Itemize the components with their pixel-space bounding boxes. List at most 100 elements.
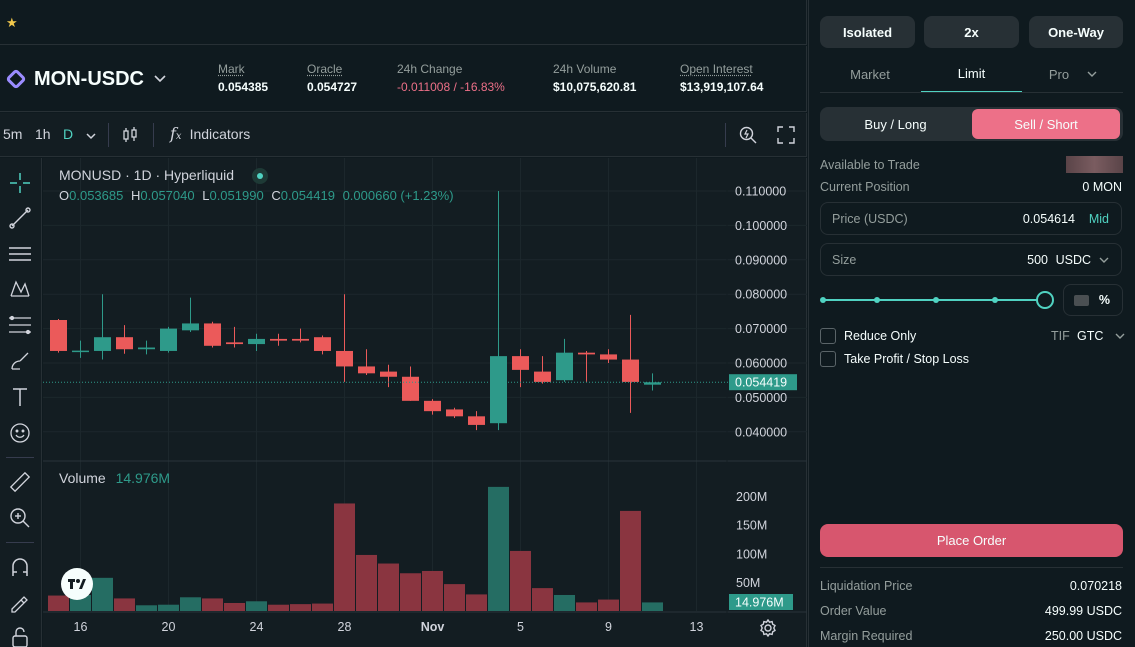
pattern-icon[interactable] xyxy=(8,277,32,301)
available-to-trade-label: Available to Trade xyxy=(820,158,920,172)
chevron-down-icon xyxy=(154,72,166,86)
stat-mark: Mark 0.054385 xyxy=(218,62,269,94)
tab-market[interactable]: Market xyxy=(850,66,890,82)
candle-body xyxy=(644,382,661,385)
volume-bar xyxy=(158,604,179,611)
volume-bar xyxy=(224,602,245,611)
tool-divider xyxy=(6,457,34,458)
price-tick-label: 0.100000 xyxy=(735,219,787,233)
crosshair-icon[interactable] xyxy=(8,171,32,195)
tif-label: TIF xyxy=(1051,329,1070,343)
time-tick-label: 9 xyxy=(605,620,612,634)
size-unit-select[interactable]: USDC xyxy=(1056,253,1109,267)
fullscreen-icon[interactable] xyxy=(777,126,795,147)
function-icon: fx xyxy=(170,124,182,143)
ruler-icon[interactable] xyxy=(8,470,32,494)
candle-body xyxy=(248,338,265,345)
candle-body xyxy=(292,338,309,341)
price-tick-label: 0.080000 xyxy=(735,288,787,302)
interval-dropdown-chevron-icon[interactable] xyxy=(86,129,96,143)
trend-line-icon[interactable] xyxy=(8,206,32,230)
size-slider[interactable] xyxy=(820,290,1054,310)
slider-handle[interactable] xyxy=(1036,291,1054,309)
tpsl-label: Take Profit / Stop Loss xyxy=(844,352,970,366)
volume-bar xyxy=(378,563,399,611)
market-selector[interactable]: MON-USDC xyxy=(6,66,166,92)
volume-bar xyxy=(136,605,157,611)
volume-bar xyxy=(356,554,377,611)
price-tick-label: 0.110000 xyxy=(735,185,786,199)
tool-divider xyxy=(6,542,34,543)
indicators-button[interactable]: fx Indicators xyxy=(170,124,251,143)
interval-d[interactable]: D xyxy=(63,126,74,142)
favorites-bar: ★ xyxy=(0,0,807,45)
toolbar-divider xyxy=(725,123,726,147)
time-tick-label: Nov xyxy=(421,620,445,634)
price-input[interactable]: 0.054614 xyxy=(1022,212,1075,226)
draw-lock-icon[interactable] xyxy=(8,591,32,615)
candle-type-icon[interactable] xyxy=(121,126,139,147)
sell-short-button[interactable]: Sell / Short xyxy=(972,109,1120,139)
volume-bar xyxy=(114,598,135,611)
time-tick-label: 20 xyxy=(162,620,176,634)
mid-price-button[interactable]: Mid xyxy=(1088,212,1109,226)
stat-open-interest: Open Interest $13,919,107.64 xyxy=(680,62,764,94)
volume-legend: Volume 14.976M xyxy=(59,470,171,486)
volume-bar xyxy=(466,594,487,611)
quick-search-icon[interactable] xyxy=(738,125,758,148)
chart-toolbar: 5m 1h D fx Indicators xyxy=(0,113,807,157)
buy-long-button[interactable]: Buy / Long xyxy=(864,116,927,132)
tif-select[interactable]: GTC xyxy=(1077,329,1125,343)
lock-icon[interactable] xyxy=(8,625,32,647)
horizontal-lines-icon[interactable] xyxy=(8,242,32,266)
margin-mode-button[interactable]: Isolated xyxy=(820,16,915,48)
volume-bar xyxy=(620,510,641,611)
leverage-button[interactable]: 2x xyxy=(924,16,1019,48)
candle-body xyxy=(556,352,573,381)
emoji-icon[interactable] xyxy=(8,421,32,445)
chart-area[interactable]: 0.110000 0.100000 0.090000 0.080000 0.070000… xyxy=(43,158,807,647)
margin-required-label: Margin Required xyxy=(820,629,913,643)
tab-pro[interactable]: Pro xyxy=(1023,56,1123,92)
candle-body xyxy=(512,356,529,370)
price-tick-label: 0.060000 xyxy=(735,357,787,371)
tab-limit[interactable]: Limit xyxy=(921,56,1022,92)
star-icon[interactable]: ★ xyxy=(6,15,18,30)
interval-5m[interactable]: 5m xyxy=(3,126,23,142)
price-field[interactable]: Price (USDC) 0.054614 Mid xyxy=(820,202,1122,235)
current-position-label: Current Position xyxy=(820,180,910,194)
magnet-icon[interactable] xyxy=(8,555,32,579)
chart-settings-gear-icon[interactable] xyxy=(759,618,777,640)
size-field[interactable]: Size 500 USDC xyxy=(820,243,1122,276)
liquidation-price-label: Liquidation Price xyxy=(820,579,913,593)
volume-bar xyxy=(532,588,553,611)
candle-body xyxy=(600,354,617,360)
order-value-value: 499.99 USDC xyxy=(1044,604,1122,618)
place-order-button[interactable]: Place Order xyxy=(820,524,1123,557)
tradingview-logo[interactable] xyxy=(61,568,93,600)
ohlc-legend: O0.053685 H0.057040 L0.051990 C0.054419 … xyxy=(59,188,454,203)
candle-body xyxy=(336,350,353,367)
volume-tick-label: 50M xyxy=(736,576,760,590)
volume-bar xyxy=(576,602,597,611)
last-volume-label: 14.976M xyxy=(735,596,784,610)
zoom-in-icon[interactable] xyxy=(8,506,32,530)
size-input[interactable]: 500 xyxy=(1027,253,1048,267)
price-chart[interactable]: 0.110000 0.100000 0.090000 0.080000 0.070000… xyxy=(43,158,807,647)
margin-required-value: 250.00 USDC xyxy=(1044,629,1122,643)
volume-bar xyxy=(554,594,575,611)
brush-icon[interactable] xyxy=(8,349,32,373)
position-mode-button[interactable]: One-Way xyxy=(1029,16,1123,48)
tpsl-checkbox[interactable] xyxy=(820,351,836,367)
candle-body xyxy=(468,416,485,425)
fib-retracement-icon[interactable] xyxy=(8,313,32,337)
chart-symbol-title: MONUSD · 1D · Hyperliquid xyxy=(59,167,235,183)
percent-field[interactable]: % xyxy=(1063,284,1123,316)
volume-bar xyxy=(268,604,289,611)
volume-bar xyxy=(598,599,619,611)
interval-1h[interactable]: 1h xyxy=(35,126,51,142)
candle-body xyxy=(116,337,133,350)
text-icon[interactable] xyxy=(8,385,32,409)
drawing-tools xyxy=(0,158,42,647)
reduce-only-checkbox[interactable] xyxy=(820,328,836,344)
